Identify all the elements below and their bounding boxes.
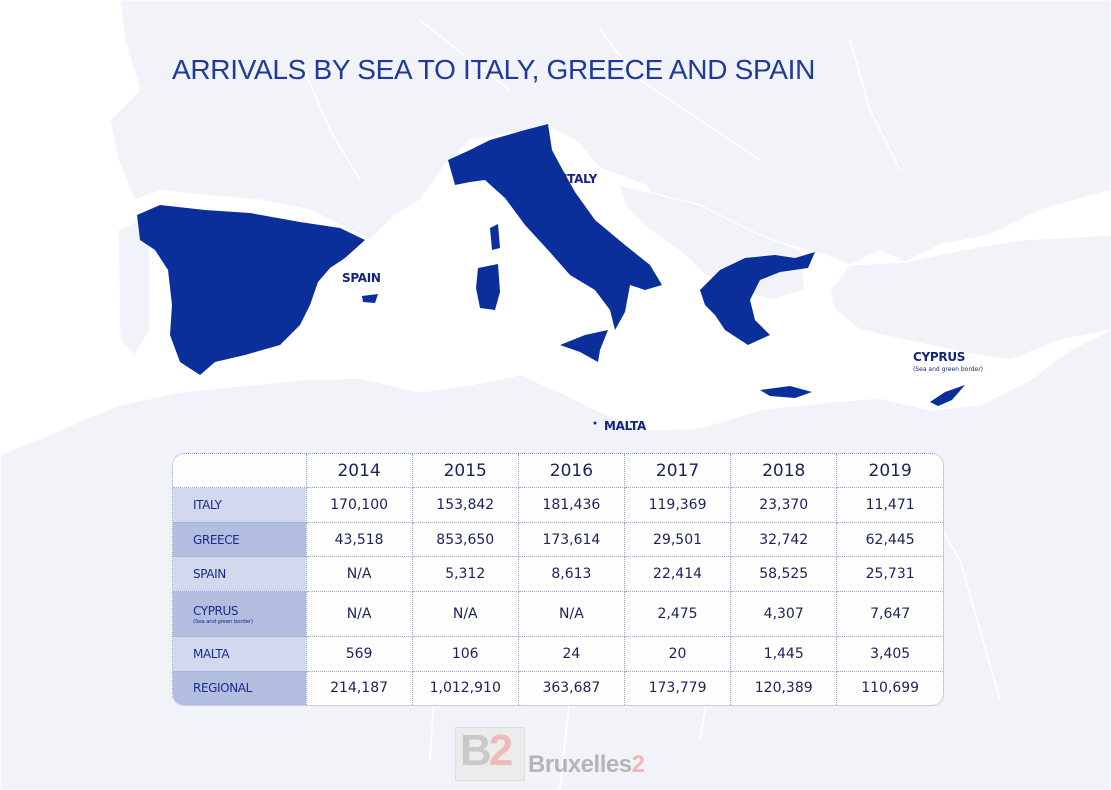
map-label-italy: ITALY — [563, 172, 597, 186]
map-label-cyprus: CYPRUS — [913, 350, 966, 364]
watermark-text-accent: 2 — [631, 751, 645, 778]
cyprus-shape — [930, 385, 965, 406]
balearic — [362, 294, 378, 303]
table-cell: 32,742 — [730, 521, 838, 558]
watermark-mark-b: B — [460, 726, 492, 775]
table-cell: 29,501 — [623, 521, 732, 558]
greece-shape — [700, 252, 815, 345]
table-cell: 214,187 — [305, 670, 413, 705]
header-corner — [173, 454, 307, 488]
watermark-mark-2: 2 — [488, 726, 514, 775]
table-cell: N/A — [305, 556, 413, 593]
table-cell: 119,369 — [623, 487, 732, 523]
table-row: MALTA 569 106 24 20 1,445 3,405 — [173, 636, 943, 672]
table-cell: 20 — [623, 636, 732, 672]
crete — [760, 386, 812, 398]
row-label-regional: REGIONAL — [173, 670, 307, 705]
row-label-malta: MALTA — [173, 636, 307, 672]
watermark-logo: B2 Bruxelles2 — [455, 726, 660, 785]
table-cell: 170,100 — [305, 487, 413, 523]
table-cell: 4,307 — [730, 591, 838, 638]
watermark-logo-mark: B2 — [460, 726, 514, 776]
table-cell: 25,731 — [836, 556, 943, 593]
spain-shape — [137, 205, 365, 375]
table-cell: 24 — [517, 636, 625, 672]
italy-shape — [448, 124, 662, 330]
map-label-cyprus-note: (Sea and green border) — [913, 366, 984, 373]
page-title: ARRIVALS BY SEA TO ITALY, GREECE AND SPA… — [172, 54, 816, 85]
table-cell: 58,525 — [730, 556, 838, 593]
table-cell: 22,414 — [623, 556, 732, 593]
table-cell: N/A — [411, 591, 519, 638]
table-cell: 2,475 — [623, 591, 732, 638]
column-header: 2014 — [305, 454, 413, 488]
land-turkey — [829, 234, 1111, 361]
highlighted-countries — [137, 124, 965, 425]
table-cell: 181,436 — [517, 487, 625, 523]
table-cell: 1,445 — [730, 636, 838, 672]
table-cell: 7,647 — [836, 591, 943, 638]
table-cell: 8,613 — [517, 556, 625, 593]
row-label-cyprus-note: (Sea and green border) — [193, 618, 253, 625]
table-cell: 853,650 — [411, 521, 519, 558]
column-header: 2018 — [730, 454, 838, 488]
table-cell: N/A — [305, 591, 413, 638]
table-cell: 363,687 — [517, 670, 625, 705]
table-row: ITALY 170,100 153,842 181,436 119,369 23… — [173, 487, 943, 523]
table-row: REGIONAL 214,187 1,012,910 363,687 173,7… — [173, 670, 943, 705]
row-label-greece: GREECE — [173, 521, 307, 558]
malta-dot — [593, 421, 597, 425]
row-label-italy: ITALY — [173, 487, 307, 523]
column-header: 2016 — [517, 454, 625, 488]
table-cell: 173,614 — [517, 521, 625, 558]
table-cell: 173,779 — [623, 670, 732, 705]
table-header-row: 2014 2015 2016 2017 2018 2019 — [173, 454, 943, 488]
row-label-cyprus: CYPRUS (Sea and green border) — [173, 591, 307, 638]
watermark-text-main: Bruxelles — [528, 751, 632, 778]
corsica — [490, 224, 500, 250]
table-cell: 11,471 — [836, 487, 943, 523]
watermark-logo-box: B2 — [455, 726, 525, 781]
table-cell: 106 — [411, 636, 519, 672]
sicily — [560, 330, 608, 362]
table-cell: 120,389 — [730, 670, 838, 705]
sardinia — [476, 264, 500, 310]
watermark-text: Bruxelles2 — [528, 751, 645, 779]
column-header: 2015 — [411, 454, 519, 488]
row-label-spain: SPAIN — [173, 556, 307, 593]
arrivals-table-container: 2014 2015 2016 2017 2018 2019 ITALY 170,… — [172, 453, 944, 706]
table-cell: 62,445 — [836, 521, 943, 558]
table-cell: 43,518 — [305, 521, 413, 558]
table-cell: 569 — [305, 636, 413, 672]
column-header: 2017 — [623, 454, 732, 488]
table-row: CYPRUS (Sea and green border) N/A N/A N/A… — [173, 591, 943, 638]
table-row: SPAIN N/A 5,312 8,613 22,414 58,525 25,7… — [173, 556, 943, 593]
table-cell: N/A — [517, 591, 625, 638]
column-header: 2019 — [836, 454, 943, 488]
table-cell: 1,012,910 — [411, 670, 519, 705]
map-label-spain: SPAIN — [342, 271, 381, 285]
table-cell: 110,699 — [836, 670, 943, 705]
table-cell: 5,312 — [411, 556, 519, 593]
table-cell: 153,842 — [411, 487, 519, 523]
table-cell: 23,370 — [730, 487, 838, 523]
row-label-cyprus-name: CYPRUS — [193, 603, 239, 618]
map-label-malta: MALTA — [604, 419, 646, 433]
arrivals-table: 2014 2015 2016 2017 2018 2019 ITALY 170,… — [173, 454, 943, 705]
table-cell: 3,405 — [836, 636, 943, 672]
table-row: GREECE 43,518 853,650 173,614 29,501 32,… — [173, 521, 943, 558]
